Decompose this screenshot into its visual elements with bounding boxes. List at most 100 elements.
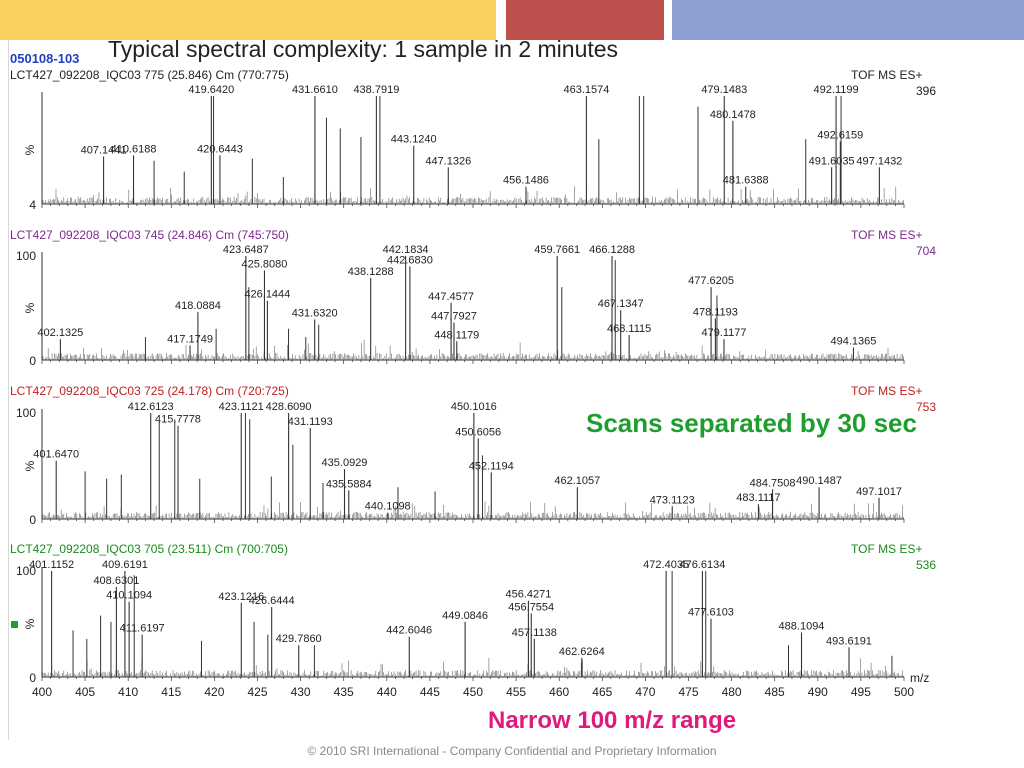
x-tick-label: 485 bbox=[765, 685, 785, 699]
peak-label: 456.1486 bbox=[503, 175, 549, 187]
y-tick-label: 4 bbox=[29, 198, 36, 212]
peak-label: 435.5884 bbox=[326, 478, 372, 490]
peak-label: 479.1483 bbox=[701, 84, 747, 96]
x-tick-label: 420 bbox=[204, 685, 224, 699]
peak-label: 438.7919 bbox=[353, 84, 399, 96]
y-tick-label: 0 bbox=[29, 354, 36, 368]
peak-label: 417.1749 bbox=[167, 333, 213, 345]
peak-label: 488.1094 bbox=[779, 620, 825, 632]
y-axis-label: % bbox=[23, 618, 37, 629]
peak-label: 447.7927 bbox=[431, 311, 477, 323]
x-tick-label: 435 bbox=[334, 685, 354, 699]
peak-label: 457.1138 bbox=[512, 627, 557, 639]
peak-label: 420.6443 bbox=[197, 143, 243, 155]
peak-label: 435.0929 bbox=[322, 457, 368, 469]
peak-label: 410.6188 bbox=[111, 143, 157, 155]
panel-title: LCT427_092208_IQC03 745 (24.846) Cm (745… bbox=[10, 228, 289, 242]
peak-label: 494.1365 bbox=[831, 336, 877, 348]
peak-label: 407.1441 bbox=[81, 144, 127, 156]
peak-label: 479.1177 bbox=[701, 327, 746, 339]
peak-label: 463.1574 bbox=[563, 84, 609, 96]
peak-label: 493.6191 bbox=[826, 635, 872, 647]
peak-label: 452.1194 bbox=[469, 460, 514, 472]
x-tick-label: 445 bbox=[420, 685, 440, 699]
peak-label: 491.6035 bbox=[809, 155, 855, 167]
footer-copyright: © 2010 SRI International - Company Confi… bbox=[307, 744, 717, 758]
peak-label: 456.4271 bbox=[505, 589, 551, 601]
range-note: Narrow 100 m/z range bbox=[488, 707, 737, 734]
header-bar-yellow bbox=[0, 0, 496, 40]
peak-label: 492.1199 bbox=[814, 84, 859, 96]
peak-label: 497.1017 bbox=[856, 486, 902, 498]
peak-label: 467.1347 bbox=[598, 298, 644, 310]
y-axis-label: % bbox=[23, 144, 37, 155]
peak-label: 483.1117 bbox=[736, 492, 780, 504]
peak-label: 477.6103 bbox=[688, 607, 734, 619]
peak-label: 410.1094 bbox=[106, 590, 152, 602]
peak-label: 402.1325 bbox=[37, 327, 83, 339]
peak-label: 443.1240 bbox=[391, 134, 437, 146]
peak-label: 472.4035 bbox=[643, 559, 689, 571]
scans-note: Scans separated by 30 sec bbox=[586, 408, 917, 438]
x-tick-label: 490 bbox=[808, 685, 828, 699]
peak-label: 401.1152 bbox=[29, 559, 74, 571]
x-tick-label: 440 bbox=[377, 685, 397, 699]
x-tick-label: 400 bbox=[32, 685, 52, 699]
peak-label: 473.1123 bbox=[650, 494, 695, 506]
peak-label: 448.1179 bbox=[434, 329, 479, 341]
peak-label: 440.1098 bbox=[365, 501, 411, 513]
peak-label: 492.6159 bbox=[817, 129, 863, 141]
peak-label: 415.7778 bbox=[155, 414, 201, 426]
peak-label: 425.8080 bbox=[242, 259, 288, 271]
peak-label: 449.0846 bbox=[442, 610, 488, 622]
peak-label: 450.1016 bbox=[451, 401, 497, 413]
peak-label: 411.6197 bbox=[120, 623, 165, 635]
y-axis-label: % bbox=[23, 302, 37, 313]
x-tick-label: 460 bbox=[549, 685, 569, 699]
peak-label: 426.1444 bbox=[244, 289, 290, 301]
x-tick-label: 405 bbox=[75, 685, 95, 699]
noise-trace bbox=[42, 186, 904, 204]
peak-label: 476.6134 bbox=[679, 559, 725, 571]
peak-label: 466.1288 bbox=[589, 244, 635, 256]
peak-label: 418.0884 bbox=[175, 300, 221, 312]
peak-label: 490.1487 bbox=[796, 475, 842, 487]
noise-trace bbox=[42, 339, 904, 360]
peak-label: 456.7554 bbox=[508, 601, 554, 613]
x-tick-label: 470 bbox=[635, 685, 655, 699]
peak-label: 431.6610 bbox=[292, 84, 338, 96]
panel-intensity: 704 bbox=[916, 244, 936, 258]
x-tick-label: 465 bbox=[592, 685, 612, 699]
peak-label: 401.6470 bbox=[33, 449, 79, 461]
x-tick-label: 480 bbox=[722, 685, 742, 699]
panel-title: LCT427_092208_IQC03 775 (25.846) Cm (770… bbox=[10, 68, 289, 82]
peak-label: 450.6056 bbox=[455, 426, 501, 438]
peak-label: 497.1432 bbox=[856, 155, 902, 167]
peak-label: 438.1288 bbox=[348, 266, 394, 278]
peak-label: 480.1478 bbox=[710, 109, 756, 121]
header-bar-blue bbox=[672, 0, 1024, 40]
x-tick-label: 415 bbox=[161, 685, 181, 699]
peak-label: 431.6320 bbox=[292, 307, 338, 319]
peak-label: 462.1057 bbox=[554, 475, 600, 487]
peak-label: 412.6123 bbox=[128, 401, 174, 413]
peak-label: 423.1216 bbox=[218, 591, 264, 603]
x-tick-label: 450 bbox=[463, 685, 483, 699]
panel-mode: TOF MS ES+ bbox=[851, 68, 922, 82]
panel-title: LCT427_092208_IQC03 705 (23.511) Cm (700… bbox=[10, 542, 288, 556]
bullet-square-icon bbox=[11, 621, 18, 628]
peak-label: 447.4577 bbox=[428, 291, 474, 303]
x-tick-label: 500 bbox=[894, 685, 914, 699]
peak-label: 478.1193 bbox=[693, 306, 738, 318]
panel-mode: TOF MS ES+ bbox=[851, 542, 922, 556]
peak-label: 481.6388 bbox=[723, 175, 769, 187]
y-axis-label: % bbox=[23, 460, 37, 471]
x-tick-label: 430 bbox=[291, 685, 311, 699]
y-tick-label: 100 bbox=[16, 406, 36, 420]
peak-label: 408.6301 bbox=[93, 575, 139, 587]
slide-tag: 050108-103 bbox=[10, 51, 80, 66]
panel-intensity: 396 bbox=[916, 84, 936, 98]
peak-label: 477.6205 bbox=[688, 275, 734, 287]
peak-label: 442.6046 bbox=[386, 625, 432, 637]
